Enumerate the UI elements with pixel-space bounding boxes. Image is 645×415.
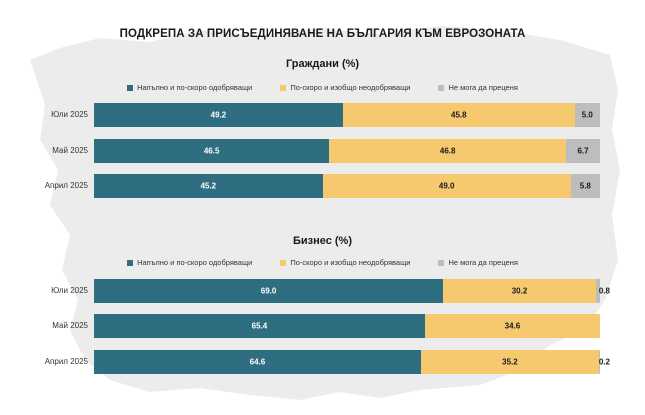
legend-item-disapprove: По-скоро и изобщо неодобряващи [280,258,410,267]
category-label: Юли 2025 [51,110,88,119]
data-label: 35.2 [502,357,518,367]
data-label: 6.7 [577,146,589,156]
stacked-bar: 46.5 46.8 6.7 [94,139,600,163]
data-label: 5.8 [579,181,591,191]
legend-swatch [127,259,134,266]
data-label: 0.8 [598,286,610,296]
bar-segment-approve: 46.5 [94,139,330,163]
category-label: Април 2025 [44,357,88,366]
legend-label: По-скоро и изобщо неодобряващи [290,83,411,92]
bar-segment-disapprove: 35.2 [420,350,599,374]
data-label: 0.2 [598,357,610,367]
data-label: 64.6 [249,357,266,367]
data-label: 45.8 [451,110,467,120]
legend-label: Не мога да преценя [448,83,518,92]
legend-item-approve: Напълно и по-скоро одобряващи [127,83,252,92]
category-label: Юли 2025 [51,286,88,295]
legend: Напълно и по-скоро одобряващи По-скоро и … [0,83,645,92]
legend-swatch [280,84,287,91]
category-label: Май 2025 [52,146,88,155]
data-label: 69.0 [260,286,277,296]
legend-swatch [127,84,134,91]
bar-segment-undecided: 5.0 [574,103,600,127]
legend-label: По-скоро и изобщо неодобряващи [290,258,411,267]
stacked-bar: 49.2 45.8 5.0 [94,103,600,127]
stacked-bar: 64.6 35.2 0.2 [94,350,610,374]
legend-item-undecided: Не мога да преценя [438,83,518,92]
bar-segment-disapprove: 49.0 [322,174,571,198]
bar-segment-undecided: 5.8 [570,174,600,198]
bar-segment-approve: 69.0 [94,279,444,303]
bar-segment-disapprove: 34.6 [424,314,600,338]
data-label: 49.0 [438,181,455,191]
bar-segment-undecided: 6.7 [566,139,600,163]
chart-title: ПОДКРЕПА ЗА ПРИСЪЕДИНЯВАНЕ НА БЪЛГАРИЯ К… [119,28,526,40]
category-label: Май 2025 [52,321,88,330]
data-label: 46.5 [203,146,220,156]
stacked-bar: 65.4 34.6 [94,314,600,338]
data-label: 46.8 [439,146,456,156]
legend-label: Напълно и по-скоро одобряващи [137,83,253,92]
legend-item-disapprove: По-скоро и изобщо неодобряващи [280,83,410,92]
bar-segment-approve: 64.6 [94,350,421,374]
bar-segment-undecided: 0.8 [595,279,610,303]
chart-subtitle: Бизнес (%) [292,235,353,247]
bar-segment-approve: 65.4 [94,314,425,338]
chart-subtitle: Граждани (%) [285,58,360,70]
legend-item-approve: Напълно и по-скоро одобряващи [127,258,252,267]
legend-swatch [438,84,445,91]
bar-segment-approve: 49.2 [94,103,343,127]
data-label: 45.2 [200,181,217,191]
stacked-bar: 69.0 30.2 0.8 [94,279,610,303]
bar-segment-disapprove: 30.2 [443,279,596,303]
legend-label: Напълно и по-скоро одобряващи [137,258,253,267]
legend-item-undecided: Не мога да преценя [438,258,518,267]
data-label: 5.0 [581,110,593,120]
legend-swatch [280,259,287,266]
bar-segment-approve: 45.2 [94,174,323,198]
data-label: 34.6 [504,321,521,331]
stacked-bar: 45.2 49.0 5.8 [94,174,600,198]
bar-segment-disapprove: 45.8 [342,103,575,127]
data-label: 49.2 [210,110,227,120]
bar-segment-disapprove: 46.8 [329,139,567,163]
bar-segment-undecided: 0.2 [599,350,610,374]
category-label: Април 2025 [44,181,88,190]
legend-swatch [438,259,445,266]
legend-label: Не мога да преценя [448,258,518,267]
legend: Напълно и по-скоро одобряващи По-скоро и … [0,258,645,267]
data-label: 65.4 [251,321,268,331]
data-label: 30.2 [511,286,528,296]
